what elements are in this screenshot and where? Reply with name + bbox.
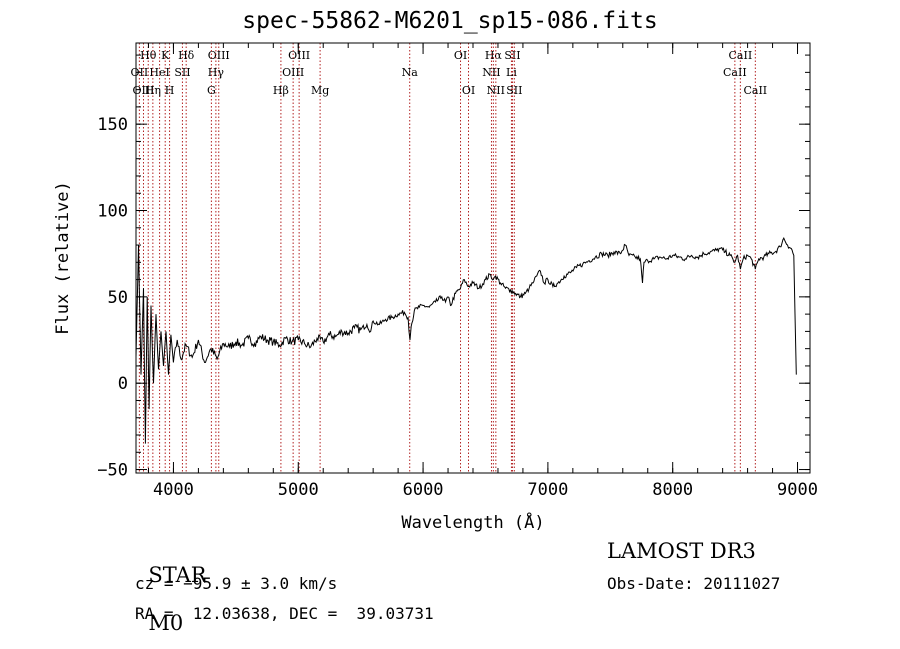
survey-name: LAMOST DR3 <box>607 539 756 563</box>
spectrum-line <box>135 236 797 444</box>
line-marker-label: Hη <box>145 84 161 97</box>
y-tick-label: 50 <box>108 288 128 308</box>
line-marker-label: K <box>161 49 170 62</box>
x-tick-label: 7000 <box>527 480 568 500</box>
line-marker-label: CaII <box>743 84 767 97</box>
x-tick-label: 6000 <box>403 480 444 500</box>
line-marker-label: G <box>207 84 216 97</box>
line-marker-label: SII <box>506 84 522 97</box>
redshift-cz: cz = −95.9 ± 3.0 km/s <box>135 574 338 593</box>
line-marker-label: OIII <box>132 84 154 97</box>
y-tick-label: −50 <box>97 461 128 481</box>
line-marker-label: Li <box>506 66 517 79</box>
chart-title: spec-55862-M6201_sp15-086.fits <box>242 8 658 34</box>
x-tick-label: 4000 <box>153 480 194 500</box>
line-marker-label: NII <box>482 66 500 79</box>
x-tick-label: 8000 <box>652 480 693 500</box>
line-marker-label: Mg <box>311 84 329 97</box>
line-marker-label: Hβ <box>273 84 289 97</box>
line-marker-label: OI <box>462 84 475 97</box>
line-marker-label: Na <box>402 66 419 79</box>
object-subclass: M0 <box>148 611 184 635</box>
y-tick-label: 100 <box>97 202 128 222</box>
obs-date: Obs-Date: 20111027 <box>607 574 781 593</box>
line-marker-label: SII <box>504 49 520 62</box>
line-marker-label: Hγ <box>208 66 225 79</box>
line-marker-label: OIII <box>208 49 230 62</box>
line-marker-label: OI <box>454 49 467 62</box>
axis-ticks: 4000 5000 6000 7000 8000 9000 −50 0 50 100 150 <box>97 43 818 500</box>
line-marker-label: OIII <box>288 49 310 62</box>
spectrum-series <box>135 236 797 444</box>
x-tick-label: 5000 <box>278 480 319 500</box>
x-axis-label: Wavelength (Å) <box>401 511 544 533</box>
line-marker-label: NII <box>487 84 505 97</box>
y-tick-label: 150 <box>97 115 128 135</box>
y-axis-label: Flux (relative) <box>53 181 73 335</box>
x-tick-label: 9000 <box>777 480 818 500</box>
line-marker-label: OIII <box>282 66 304 79</box>
line-marker-label: Hδ <box>178 49 195 62</box>
line-marker-label: Hα <box>485 49 503 62</box>
line-marker-label: SII <box>174 66 190 79</box>
ra-dec: RA = 12.03638, DEC = 39.03731 <box>135 604 434 623</box>
line-marker-label: H <box>165 84 175 97</box>
line-marker-label: CaII <box>723 66 747 79</box>
y-tick-label: 0 <box>118 374 128 394</box>
line-marker-label: HeI <box>149 66 169 79</box>
object-class: STAR M0 <box>135 539 207 635</box>
plot-frame <box>135 42 811 474</box>
object-class-value: STAR <box>148 563 207 587</box>
line-marker-label: Hθ <box>140 49 157 62</box>
line-marker-label: CaII <box>729 49 753 62</box>
